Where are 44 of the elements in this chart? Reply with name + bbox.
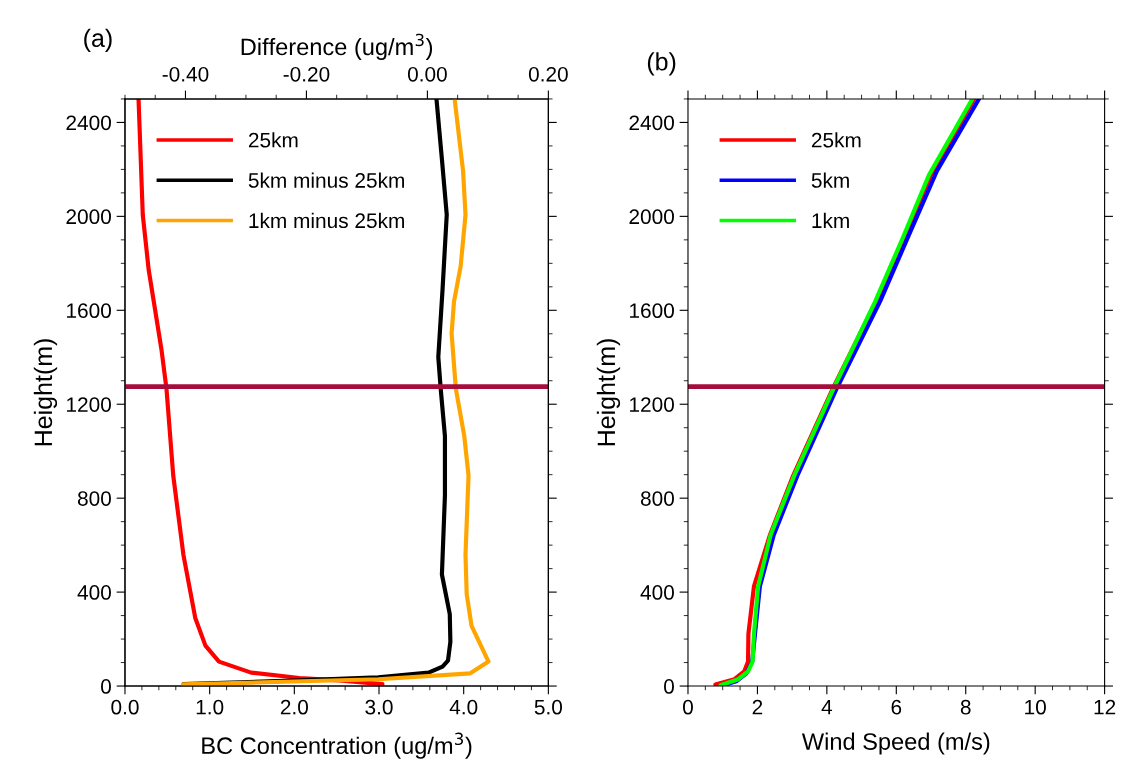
x-tick-label: 4 bbox=[821, 700, 833, 715]
x-tick-label: 5.0 bbox=[534, 699, 563, 715]
x-tick-label: 0.0 bbox=[111, 699, 139, 715]
x2-tick-label: -0.40 bbox=[162, 66, 209, 82]
x-tick-label: 1.0 bbox=[196, 699, 224, 715]
y-tick-label: 1600 bbox=[67, 303, 111, 319]
legend-label: 5km minus 25km bbox=[248, 172, 404, 188]
x-tick-label: 6 bbox=[891, 699, 902, 715]
x-axis-title: BC Concentration (ug/m$^{3}$) bbox=[202, 732, 472, 759]
legend-label: 1km bbox=[812, 212, 849, 228]
x-tick-label: 2 bbox=[752, 699, 763, 715]
chart-title: (a) bbox=[84, 28, 112, 52]
x-tick-label: 0 bbox=[683, 699, 693, 715]
y-axis-title: Height(m) bbox=[33, 339, 58, 446]
legend-label: 5km bbox=[811, 172, 849, 188]
y-tick-label: 0 bbox=[664, 679, 674, 694]
chart-title: (b) bbox=[647, 52, 676, 76]
y-tick-label: 2000 bbox=[629, 209, 674, 225]
x2-tick-label: -0.20 bbox=[283, 66, 330, 82]
y-tick-label: 400 bbox=[77, 585, 111, 600]
y-tick-label: 2400 bbox=[66, 115, 111, 131]
x2-tick-label: 0.00 bbox=[407, 66, 447, 82]
y-tick-label: 2400 bbox=[629, 115, 674, 131]
y-tick-label: 400 bbox=[640, 585, 674, 600]
legend-label: 25km bbox=[248, 132, 298, 148]
x-tick-label: 8 bbox=[960, 699, 971, 715]
x-tick-label: 4.0 bbox=[449, 699, 478, 715]
y-tick-label: 1600 bbox=[630, 303, 674, 319]
y-tick-label: 800 bbox=[640, 491, 674, 506]
x-tick-label: 3.0 bbox=[365, 699, 393, 715]
y-tick-label: 1200 bbox=[67, 397, 111, 412]
legend-label: 1km minus 25km bbox=[249, 212, 404, 229]
legend-label: 25km bbox=[811, 132, 861, 148]
x-tick-label: 2.0 bbox=[280, 699, 308, 715]
x2-tick-label: 0.20 bbox=[528, 66, 568, 82]
y-axis-title: Height(m) bbox=[596, 339, 621, 446]
y-tick-label: 1200 bbox=[630, 397, 674, 412]
x-tick-label: 12 bbox=[1094, 699, 1116, 715]
y-tick-label: 0 bbox=[101, 679, 111, 694]
x-axis-title: Wind Speed (m/s) bbox=[801, 732, 990, 755]
y-tick-label: 2000 bbox=[66, 209, 111, 225]
x-tick-label: 10 bbox=[1025, 699, 1046, 715]
x2-axis-title: Difference (ug/m$^{3}$) bbox=[241, 33, 433, 60]
y-tick-label: 800 bbox=[77, 491, 111, 506]
